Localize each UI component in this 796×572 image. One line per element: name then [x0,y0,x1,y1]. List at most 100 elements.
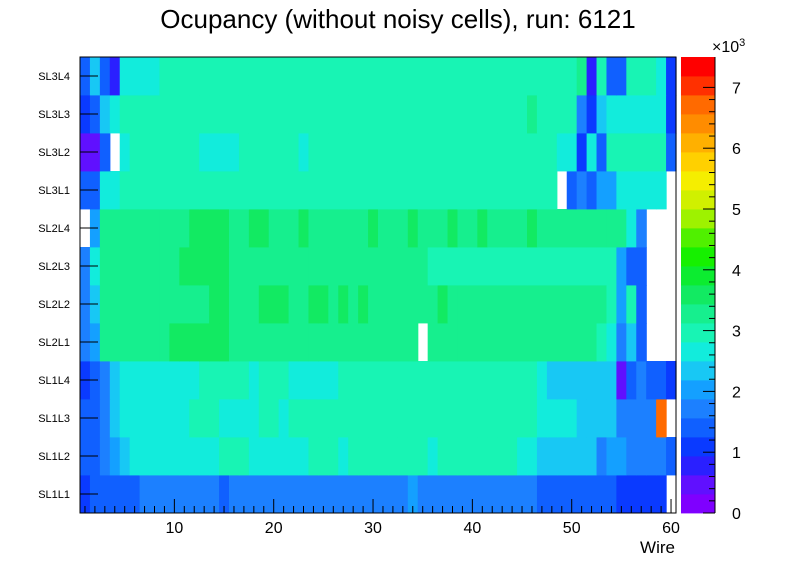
heatmap-cell [586,95,598,134]
heatmap-cell [109,95,121,134]
heatmap-cell [348,361,359,400]
heatmap-cell [487,57,498,96]
heatmap-cell [209,57,220,96]
heatmap-cell [517,399,528,438]
heatmap-cell [328,95,339,134]
heatmap-cell [397,323,409,362]
heatmap-cell [437,475,449,514]
heatmap-cell [169,323,180,362]
heatmap-cell [536,209,548,248]
heatmap-cell [586,475,598,514]
heatmap-cell [517,361,528,400]
heatmap-cell [656,95,667,134]
heatmap-cell [656,133,667,172]
heatmap-cell [179,247,190,286]
heatmap-cell [596,209,608,248]
heatmap-cell [139,361,151,400]
heatmap-cell [636,285,647,324]
heatmap-cell [666,95,677,134]
heatmap-cell [169,437,180,476]
heatmap-cell [219,285,230,324]
heatmap-cell [119,247,131,286]
heatmap-cell [268,133,280,172]
heatmap-cell [546,475,558,514]
heatmap-cell [576,171,588,210]
heatmap-cell [229,57,240,96]
y-tick-label: SL3L4 [38,71,70,83]
heatmap-cell [457,285,468,324]
heatmap-cell [536,475,548,514]
heatmap-cell [517,57,528,96]
heatmap-cell [566,475,578,514]
heatmap-cell [308,285,319,324]
heatmap-cell [338,323,349,362]
heatmap-cell [626,285,637,324]
heatmap-cell [149,399,161,438]
heatmap-cell [109,399,121,438]
heatmap-cell [656,475,667,514]
heatmap-cell [338,133,349,172]
heatmap-cell [447,437,459,476]
heatmap-cell [378,361,389,400]
heatmap-cell [546,361,558,400]
heatmap-cell [338,437,349,476]
heatmap-cell [368,323,379,362]
heatmap-cell [606,171,617,210]
heatmap-cell [149,133,161,172]
heatmap-cell [129,285,141,324]
y-tick-label: SL2L3 [38,261,70,273]
heatmap-cell [606,399,617,438]
heatmap-cell [278,171,290,210]
heatmap-cell [189,399,200,438]
heatmap-cell [576,95,588,134]
heatmap-cell [219,361,230,400]
y-tick-label: SL2L2 [38,299,70,311]
heatmap-cell [358,247,369,286]
heatmap-cell [477,95,488,134]
heatmap-cell [378,171,389,210]
heatmap-cell [457,475,468,514]
heatmap-cell [437,133,449,172]
heatmap-cell [576,361,588,400]
colorbar-tick-label: 3 [732,324,741,341]
heatmap-cell [527,171,538,210]
heatmap-cell [288,247,300,286]
heatmap-cell [646,171,657,210]
heatmap-cell [447,399,459,438]
heatmap-cell [278,133,290,172]
heatmap-cell [507,247,518,286]
heatmap-cell [556,209,568,248]
heatmap-cell [258,247,270,286]
heatmap-cell [527,57,538,96]
heatmap-cell [437,171,449,210]
heatmap-cell [248,57,260,96]
heatmap-cell [606,437,617,476]
heatmap-cell [536,399,548,438]
heatmap-cell [248,95,260,134]
heatmap-cell [318,95,329,134]
heatmap-cell [536,133,548,172]
heatmap-cell [566,323,578,362]
heatmap-cell [387,323,399,362]
heatmap-cell [238,95,250,134]
heatmap-cell [397,95,409,134]
heatmap-cell [387,209,399,248]
heatmap-cell [467,323,478,362]
heatmap-cell [248,285,260,324]
heatmap-cell [328,399,339,438]
heatmap-cell [427,247,439,286]
heatmap-cell [566,361,578,400]
heatmap-cell [238,475,250,514]
heatmap-cell [378,399,389,438]
heatmap-cell [397,361,409,400]
heatmap-cell [497,323,508,362]
heatmap-cell [199,95,210,134]
heatmap-cell [546,171,558,210]
heatmap-cell [209,323,220,362]
y-tick-label: SL1L4 [38,375,70,387]
heatmap-cell [556,361,568,400]
heatmap-cell [258,437,270,476]
heatmap-cell [566,57,578,96]
heatmap-cell [159,361,170,400]
heatmap-cell [487,437,498,476]
